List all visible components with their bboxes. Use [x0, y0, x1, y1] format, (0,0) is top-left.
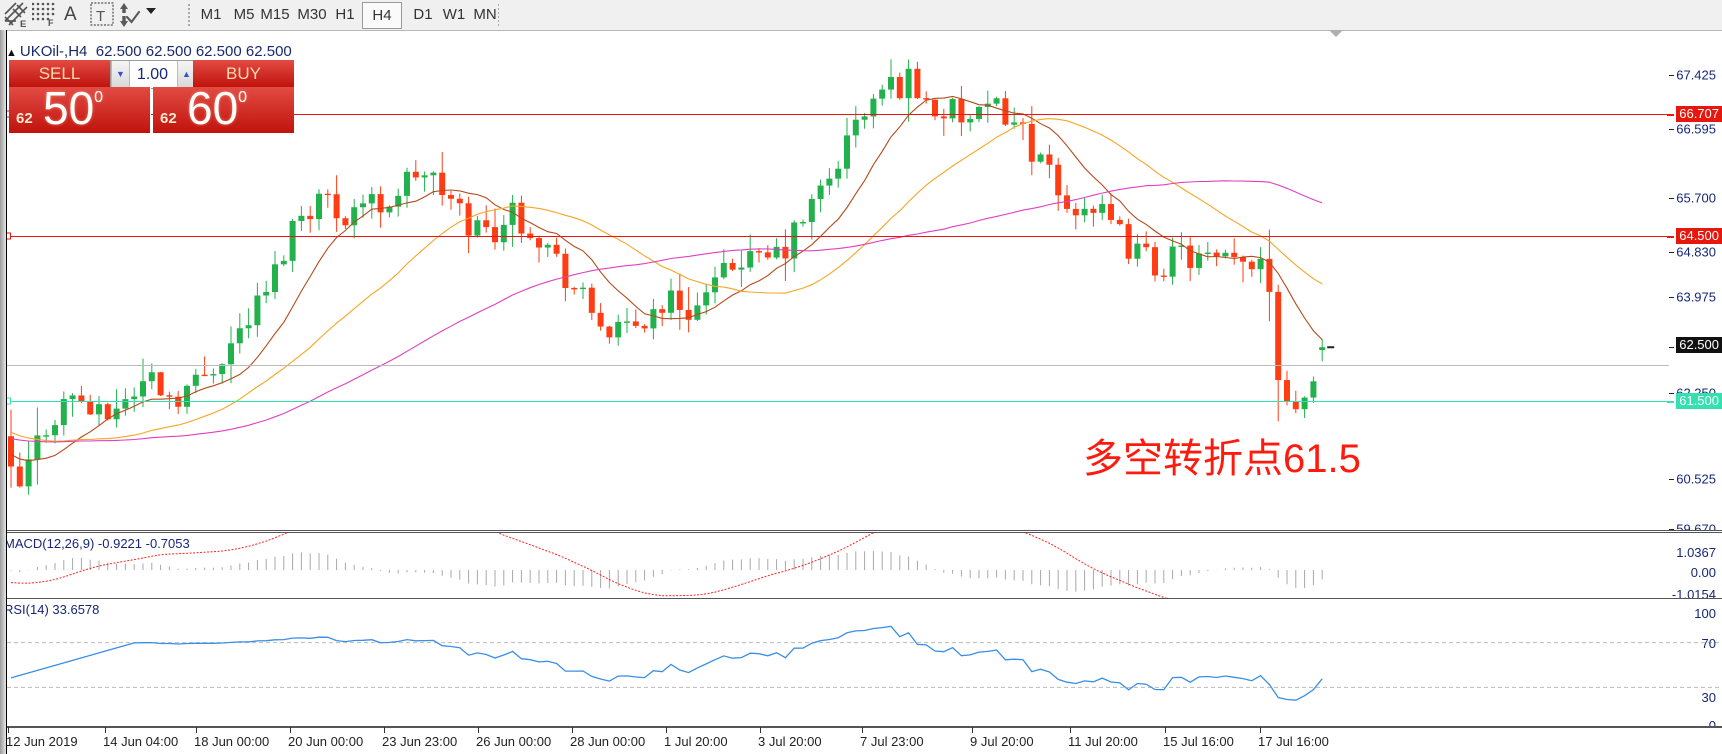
svg-text:F: F	[48, 18, 54, 28]
svg-text:T: T	[96, 8, 105, 25]
svg-text:E: E	[20, 19, 26, 28]
